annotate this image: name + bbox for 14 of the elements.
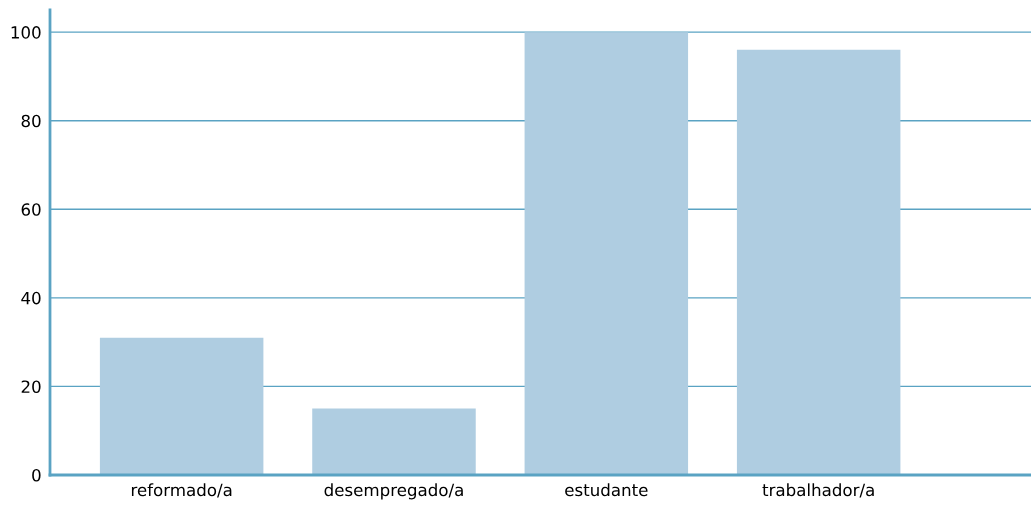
y-tick-label: 60 — [21, 203, 41, 216]
x-tick-label: desempregado/a — [324, 483, 463, 500]
x-tick-label: reformado/a — [131, 483, 232, 498]
y-tick-label: 80 — [21, 114, 41, 128]
y-tick-label: 20 — [21, 380, 41, 393]
bar — [736, 49, 901, 475]
x-tick-label: trabalhador/a — [762, 483, 874, 498]
bar — [312, 408, 476, 475]
bar — [524, 32, 689, 475]
y-tick-label: 100 — [11, 26, 41, 39]
y-tick-label: 0 — [32, 468, 41, 482]
y-tick-label: 40 — [21, 291, 41, 305]
x-tick-label: estudante — [565, 483, 648, 497]
bar — [99, 337, 264, 475]
